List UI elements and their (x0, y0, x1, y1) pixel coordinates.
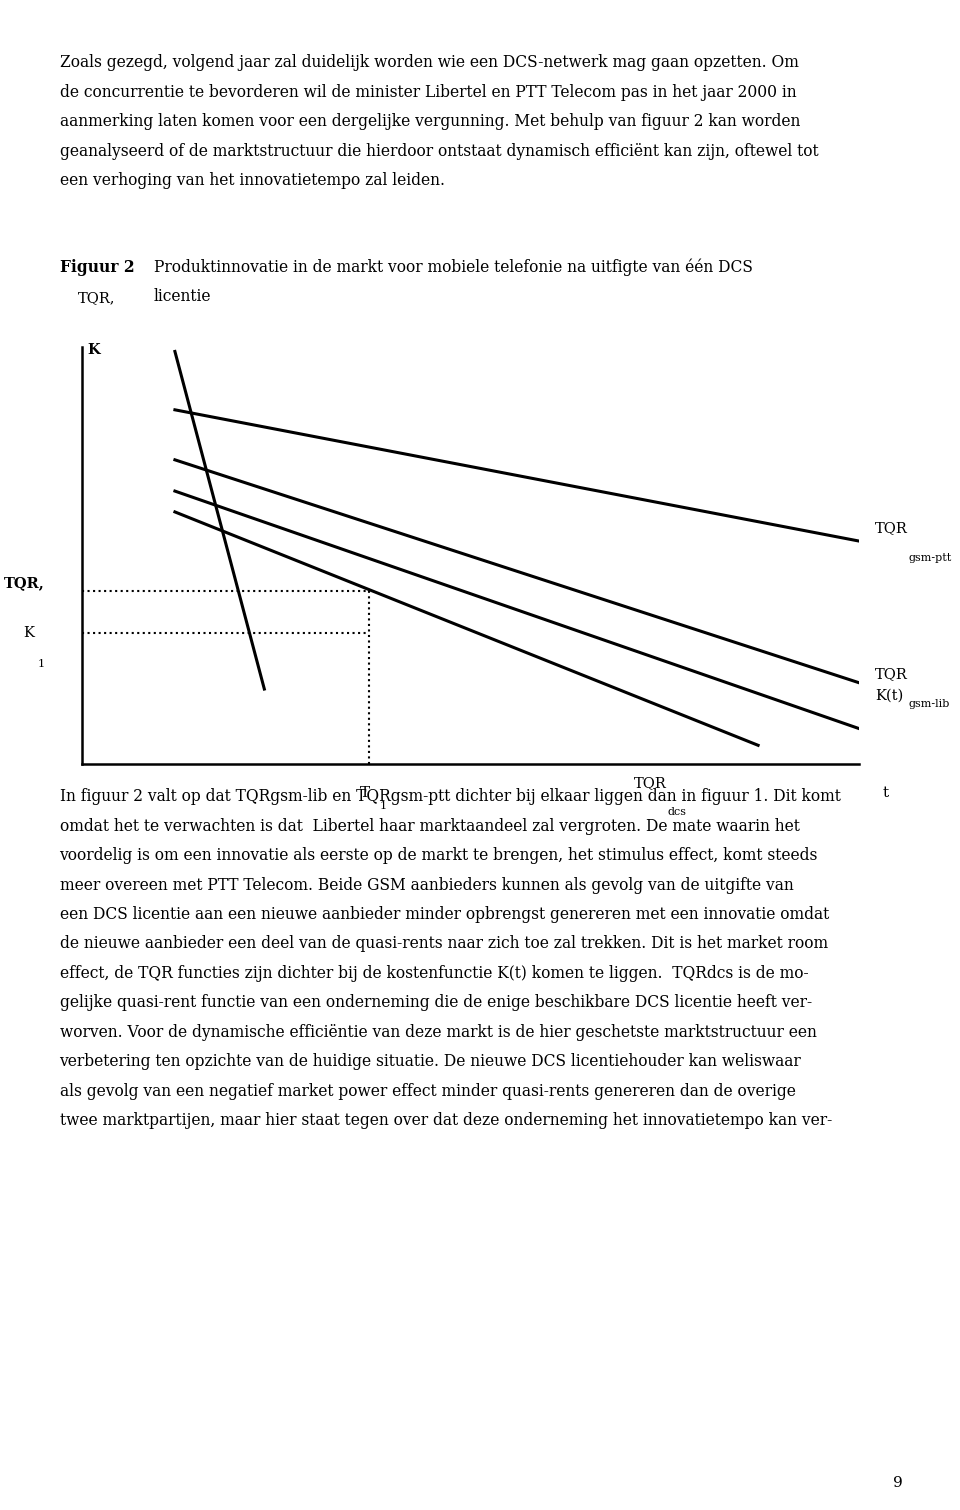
Text: 9: 9 (893, 1475, 902, 1490)
Text: t: t (882, 787, 889, 800)
Text: de concurrentie te bevorderen wil de minister Libertel en PTT Telecom pas in het: de concurrentie te bevorderen wil de min… (60, 83, 796, 101)
Text: Zoals gezegd, volgend jaar zal duidelijk worden wie een DCS-netwerk mag gaan opz: Zoals gezegd, volgend jaar zal duidelijk… (60, 54, 799, 71)
Text: 1: 1 (380, 800, 387, 811)
Text: Produktinnovatie in de markt voor mobiele telefonie na uitfigte van één DCS: Produktinnovatie in de markt voor mobiel… (154, 260, 753, 276)
Text: TQR,: TQR, (4, 575, 44, 590)
Text: een verhoging van het innovatietempo zal leiden.: een verhoging van het innovatietempo zal… (60, 172, 444, 189)
Text: voordelig is om een innovatie als eerste op de markt te brengen, het stimulus ef: voordelig is om een innovatie als eerste… (60, 847, 818, 864)
Text: K: K (23, 625, 35, 640)
Text: gsm-lib: gsm-lib (909, 699, 950, 708)
Text: effect, de TQR functies zijn dichter bij de kostenfunctie K(t) komen te liggen. : effect, de TQR functies zijn dichter bij… (60, 965, 808, 982)
Text: TQR: TQR (634, 776, 666, 790)
Text: In figuur 2 valt op dat TQRgsm-lib en TQRgsm-ptt dichter bij elkaar liggen dan i: In figuur 2 valt op dat TQRgsm-lib en TQ… (60, 788, 840, 805)
Text: de nieuwe aanbieder een deel van de quasi-rents naar zich toe zal trekken. Dit i: de nieuwe aanbieder een deel van de quas… (60, 936, 828, 953)
Text: verbetering ten opzichte van de huidige situatie. De nieuwe DCS licentiehouder k: verbetering ten opzichte van de huidige … (60, 1054, 802, 1071)
Text: licentie: licentie (154, 288, 211, 305)
Text: TQR: TQR (875, 521, 907, 536)
Text: K(t): K(t) (875, 689, 903, 702)
Text: twee marktpartijen, maar hier staat tegen over dat deze onderneming het innovati: twee marktpartijen, maar hier staat tege… (60, 1111, 831, 1129)
Text: T: T (360, 787, 371, 800)
Text: aanmerking laten komen voor een dergelijke vergunning. Met behulp van figuur 2 k: aanmerking laten komen voor een dergelij… (60, 113, 800, 130)
Text: Figuur 2: Figuur 2 (60, 260, 134, 276)
Text: een DCS licentie aan een nieuwe aanbieder minder opbrengst genereren met een inn: een DCS licentie aan een nieuwe aanbiede… (60, 906, 828, 923)
Text: dcs: dcs (668, 806, 687, 817)
Text: gelijke quasi-rent functie van een onderneming die de enige beschikbare DCS lice: gelijke quasi-rent functie van een onder… (60, 995, 811, 1012)
Text: geanalyseerd of de marktstructuur die hierdoor ontstaat dynamisch efficiënt kan : geanalyseerd of de marktstructuur die hi… (60, 142, 818, 160)
Text: 1: 1 (37, 658, 44, 669)
Text: als gevolg van een negatief market power effect minder quasi-rents genereren dan: als gevolg van een negatief market power… (60, 1083, 796, 1099)
Text: TQR,: TQR, (78, 291, 115, 305)
Text: TQR: TQR (875, 667, 907, 681)
Text: gsm-ptt: gsm-ptt (909, 553, 952, 563)
Text: meer overeen met PTT Telecom. Beide GSM aanbieders kunnen als gevolg van de uitg: meer overeen met PTT Telecom. Beide GSM … (60, 876, 793, 894)
Text: K: K (87, 343, 101, 358)
Text: worven. Voor de dynamische efficiëntie van deze markt is de hier geschetste mark: worven. Voor de dynamische efficiëntie v… (60, 1024, 816, 1040)
Text: omdat het te verwachten is dat  Libertel haar marktaandeel zal vergroten. De mat: omdat het te verwachten is dat Libertel … (60, 818, 800, 835)
